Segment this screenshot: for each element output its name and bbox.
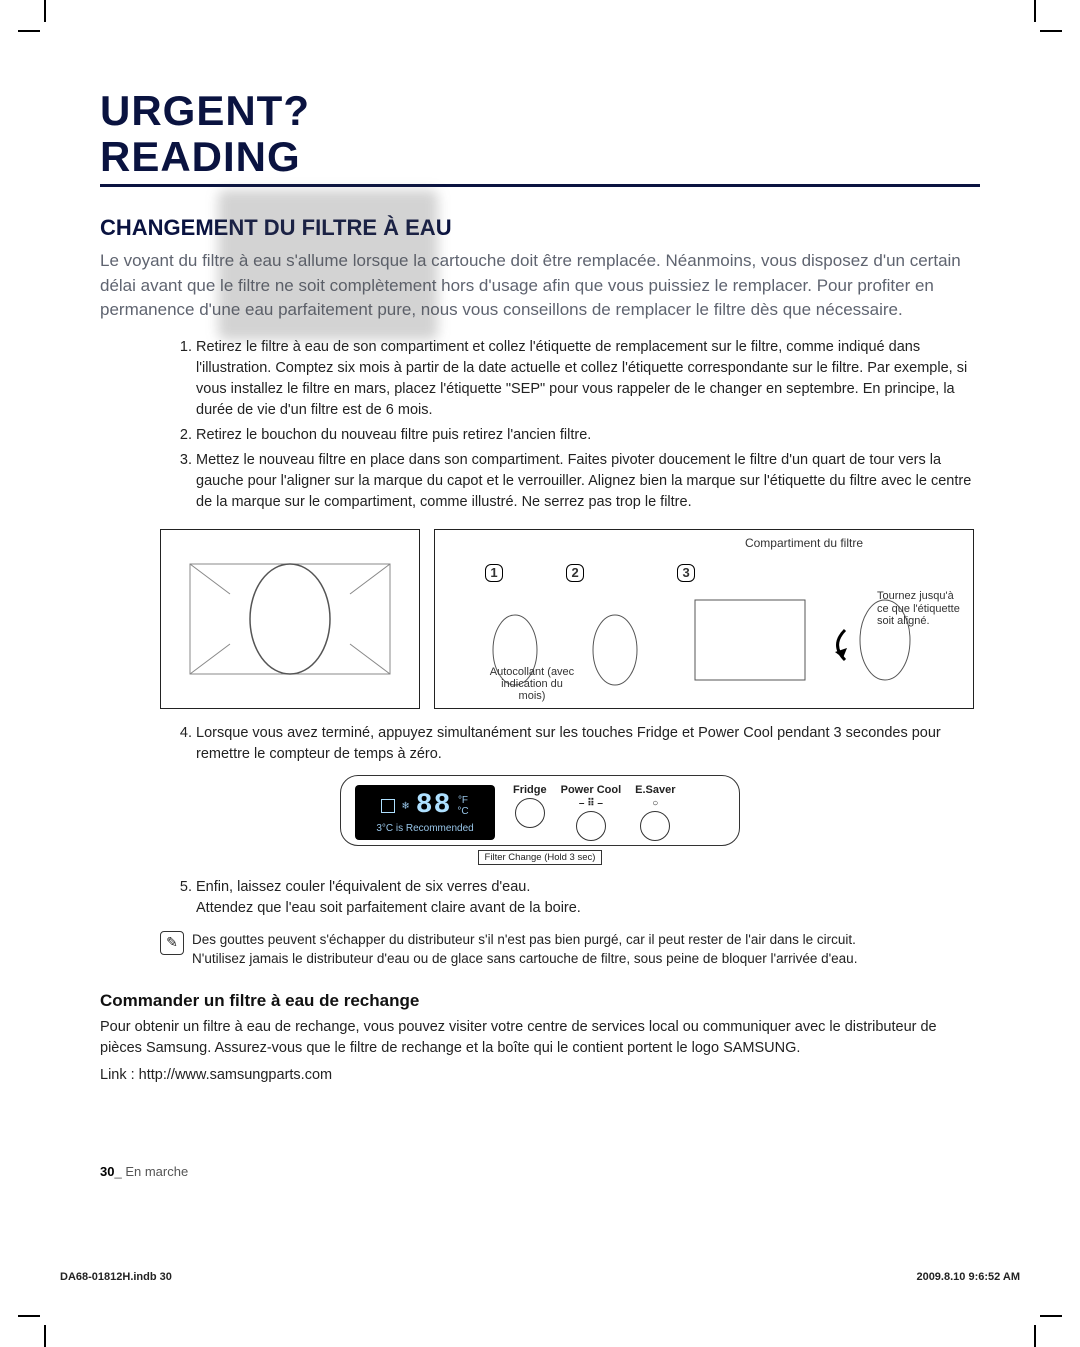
- esaver-button[interactable]: [640, 811, 670, 841]
- lcd-digits: 88: [416, 791, 452, 822]
- title-line1: URGENT?: [100, 90, 980, 132]
- crop-mark: [18, 30, 40, 32]
- crop-mark: [18, 1315, 40, 1317]
- link-line: Link : http://www.samsungparts.com: [100, 1065, 980, 1086]
- button-group: Fridge Power Cool – ⠿ – E.Saver ○: [513, 784, 676, 841]
- powercool-label: Power Cool: [561, 784, 622, 796]
- page-number: 30: [100, 1164, 114, 1179]
- note-text-1: Des gouttes peuvent s'échapper du distri…: [192, 931, 857, 950]
- powercool-button-col: Power Cool – ⠿ –: [561, 784, 622, 841]
- footer-bar-left: DA68-01812H.indb 30: [60, 1271, 172, 1283]
- fridge-button-col: Fridge: [513, 784, 547, 828]
- section-heading: CHANGEMENT DU FILTRE À EAU: [100, 215, 980, 241]
- crop-mark: [1040, 30, 1062, 32]
- title-underline: [100, 184, 980, 187]
- step-1: Retirez le filtre à eau de son compartim…: [196, 337, 980, 421]
- figure-label-mid: Autocollant (avec indication du mois): [487, 666, 577, 702]
- esaver-button-col: E.Saver ○: [635, 784, 675, 841]
- cube-ice-icon: [381, 799, 395, 813]
- note-block: ✎ Des gouttes peuvent s'échapper du dist…: [160, 931, 980, 969]
- step-5: Enfin, laissez couler l'équivalent de si…: [196, 877, 980, 919]
- crop-mark: [1034, 0, 1036, 22]
- sub-heading: Commander un filtre à eau de rechange: [100, 991, 980, 1011]
- note-text: Des gouttes peuvent s'échapper du distri…: [192, 931, 857, 969]
- intro-text: Le voyant du filtre à eau s'allume lorsq…: [100, 249, 980, 323]
- sub-body: Pour obtenir un filtre à eau de rechange…: [100, 1017, 980, 1059]
- step-4: Lorsque vous avez terminé, appuyez simul…: [196, 723, 980, 765]
- note-text-2: N'utilisez jamais le distributeur d'eau …: [192, 950, 857, 969]
- footer-bar-right: 2009.8.10 9:6:52 AM: [916, 1271, 1020, 1283]
- figure-label-right: Tournez jusqu'à ce que l'étiquette soit …: [877, 590, 967, 628]
- crop-mark: [1040, 1315, 1062, 1317]
- title-line2: READING: [100, 136, 980, 178]
- page-title-block: URGENT? READING: [100, 90, 980, 187]
- fridge-button[interactable]: [515, 798, 545, 828]
- steps-list-top: Retirez le filtre à eau de son compartim…: [180, 337, 980, 513]
- note-icon: ✎: [160, 931, 184, 955]
- powercool-button[interactable]: [576, 811, 606, 841]
- flake-icon: ❄: [401, 801, 409, 812]
- steps-list-bottom: Enfin, laissez couler l'équivalent de si…: [180, 877, 980, 919]
- control-panel-figure: ❄ 88 °F°C 3°C is Recommended Fridge Powe…: [340, 775, 740, 846]
- figure-right: Compartiment du filtre 1 2 3 Autocollant…: [434, 529, 974, 709]
- page-number-line: 30_ En marche: [100, 1164, 188, 1179]
- crop-mark: [44, 0, 46, 22]
- step-3: Mettez le nouveau filtre en place dans s…: [196, 450, 980, 513]
- crop-mark: [44, 1325, 46, 1347]
- esaver-label: E.Saver: [635, 784, 675, 796]
- steps-list-mid: Lorsque vous avez terminé, appuyez simul…: [180, 723, 980, 765]
- filter-cartridge-illustration: [180, 544, 400, 694]
- figure-left: [160, 529, 420, 709]
- figure-row: Compartiment du filtre 1 2 3 Autocollant…: [160, 529, 980, 709]
- crop-mark: [1034, 1325, 1036, 1347]
- lcd-display: ❄ 88 °F°C 3°C is Recommended: [355, 785, 495, 841]
- panel-sub-boxed: Filter Change (Hold 3 sec): [340, 852, 740, 863]
- lcd-line: 3°C is Recommended: [363, 823, 487, 834]
- fridge-label: Fridge: [513, 784, 547, 796]
- step-2: Retirez le bouchon du nouveau filtre pui…: [196, 425, 980, 446]
- page-label: En marche: [125, 1164, 188, 1179]
